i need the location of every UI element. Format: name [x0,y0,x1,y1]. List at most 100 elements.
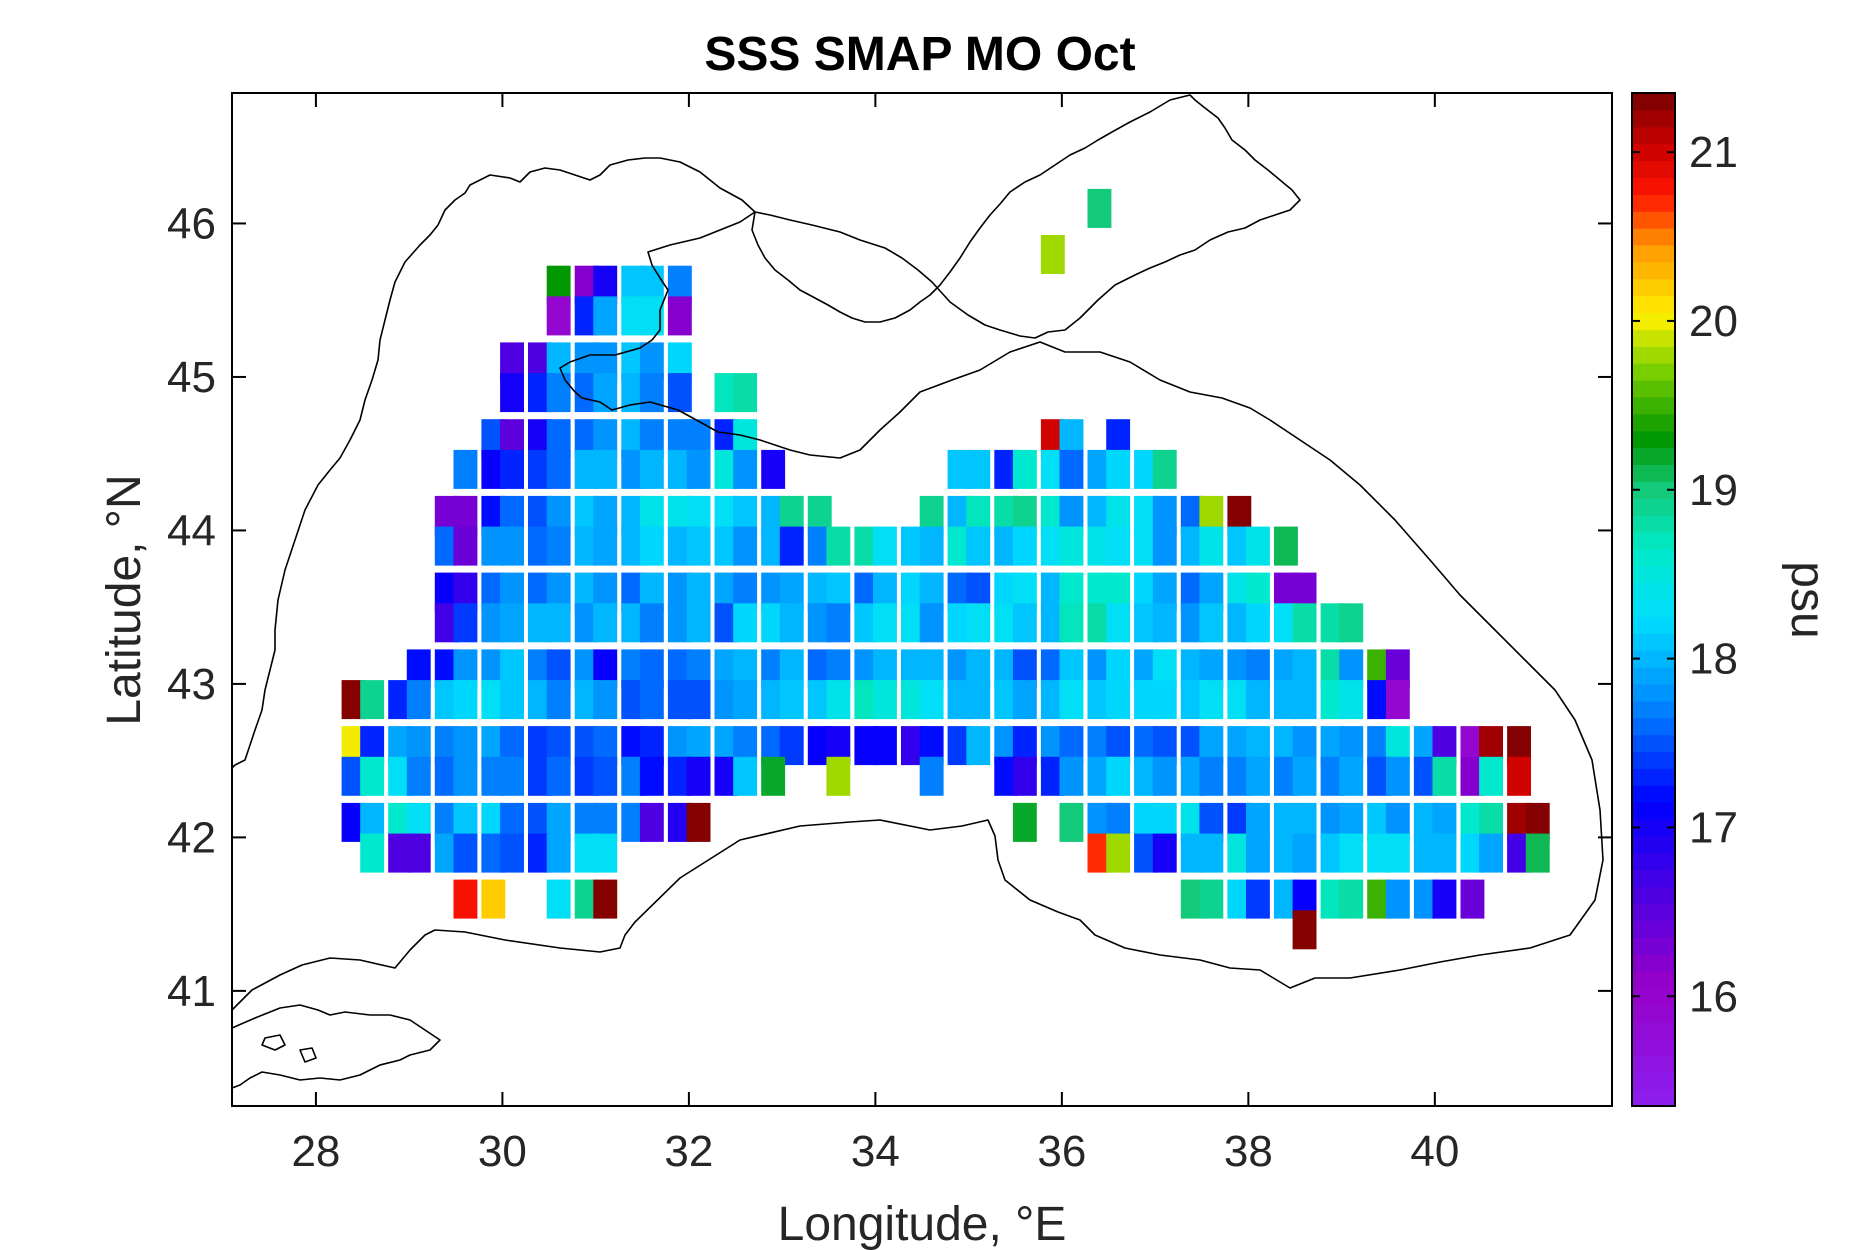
heatmap-cell [621,296,646,336]
heatmap-cell [1246,879,1270,919]
heatmap-cell [947,495,972,535]
heatmap-cell [1320,680,1345,720]
heatmap-cell [733,495,758,535]
heatmap-cell [639,419,664,459]
heatmap-cell [807,495,832,535]
heatmap-cell [1012,449,1037,489]
heatmap-cell [1199,603,1224,643]
heatmap-cell [546,680,571,720]
heatmap-cell [1367,833,1392,873]
heatmap-cell [667,802,692,842]
heatmap-cell [1227,495,1252,535]
heatmap-cell [639,603,664,643]
heatmap-cell [621,449,646,489]
heatmap-cell [779,649,804,689]
heatmap-cell [546,879,571,919]
heatmap-cell [667,373,692,413]
heatmap-cell [714,449,739,489]
heatmap-cell [1012,649,1037,689]
heatmap-cell [1180,603,1205,643]
heatmap-cell [360,833,385,873]
heatmap-cell [481,726,506,766]
heatmap-cell [919,572,944,612]
colorbar-band [1632,363,1675,381]
heatmap-cell [1292,910,1317,950]
heatmap-cell [1292,603,1317,643]
heatmap-cell [1274,726,1298,766]
heatmap-cell [341,756,366,796]
heatmap-cell [1479,802,1503,842]
colorbar-band [1632,920,1675,938]
heatmap-cell [639,680,664,720]
heatmap-cell [1199,649,1224,689]
heatmap-cell [807,603,832,643]
heatmap-cell [733,526,758,566]
heatmap-cell [1460,833,1485,873]
heatmap-cell [1339,649,1364,689]
heatmap-cell [779,726,804,766]
heatmap-cell [1460,756,1485,796]
heatmap-cell [1320,879,1345,919]
heatmap-cell [1246,756,1270,796]
heatmap-cell [1180,526,1205,566]
heatmap-cell [714,756,739,796]
y-tick-label: 42 [167,813,216,862]
heatmap-cell [947,449,972,489]
heatmap-cell [434,603,459,643]
heatmap-cell [500,649,524,689]
heatmap-cell [1460,802,1485,842]
heatmap-cell [1507,802,1531,842]
heatmap-cell [761,726,786,766]
colorbar-band [1632,1021,1675,1040]
heatmap-cell [826,649,851,689]
heatmap-cell [1274,649,1298,689]
heatmap-cell [360,802,385,842]
heatmap-cell [453,802,478,842]
colorbar-band [1632,970,1675,989]
heatmap-cell [639,342,664,382]
heatmap-cell [947,526,972,566]
heatmap-cell [1413,879,1438,919]
heatmap-cell [574,833,599,873]
heatmap-cell [667,603,692,643]
heatmap-cell [1292,572,1317,612]
heatmap-cell [406,726,431,766]
heatmap-cell [1087,526,1112,566]
heatmap-cell [1134,726,1158,766]
heatmap-cell [593,572,618,612]
heatmap-cell [481,649,506,689]
heatmap-cell [1292,802,1317,842]
heatmap-cell [360,726,385,766]
coastline-marmara [231,1004,441,1089]
heatmap-cell [1180,879,1205,919]
heatmap-cell [341,680,366,720]
heatmap-cell [667,449,692,489]
heatmap-cell [500,526,524,566]
heatmap-cell [1059,449,1084,489]
colorbar-band [1632,261,1675,280]
heatmap-cell [686,603,711,643]
x-tick-label: 40 [1410,1127,1459,1176]
heatmap-cell [686,419,711,459]
heatmap-cell [593,526,618,566]
heatmap-cell [1199,802,1224,842]
heatmap-cell [1413,726,1438,766]
heatmap-cell [826,572,851,612]
heatmap-cell [919,495,944,535]
heatmap-cell [994,495,1019,535]
heatmap-cell [528,756,552,796]
colorbar-band [1632,700,1675,719]
heatmap-cell [761,680,786,720]
coastline-island-1 [261,1034,286,1051]
heatmap-cell [1199,879,1224,919]
heatmap-cell [546,603,571,643]
heatmap-cell [639,572,664,612]
heatmap-cell [639,495,664,535]
heatmap-cell [574,802,599,842]
colorbar-band [1632,599,1675,617]
heatmap-cell [453,495,478,535]
heatmap-cell [873,572,897,612]
heatmap-cell [621,680,646,720]
heatmap-cell [481,449,506,489]
